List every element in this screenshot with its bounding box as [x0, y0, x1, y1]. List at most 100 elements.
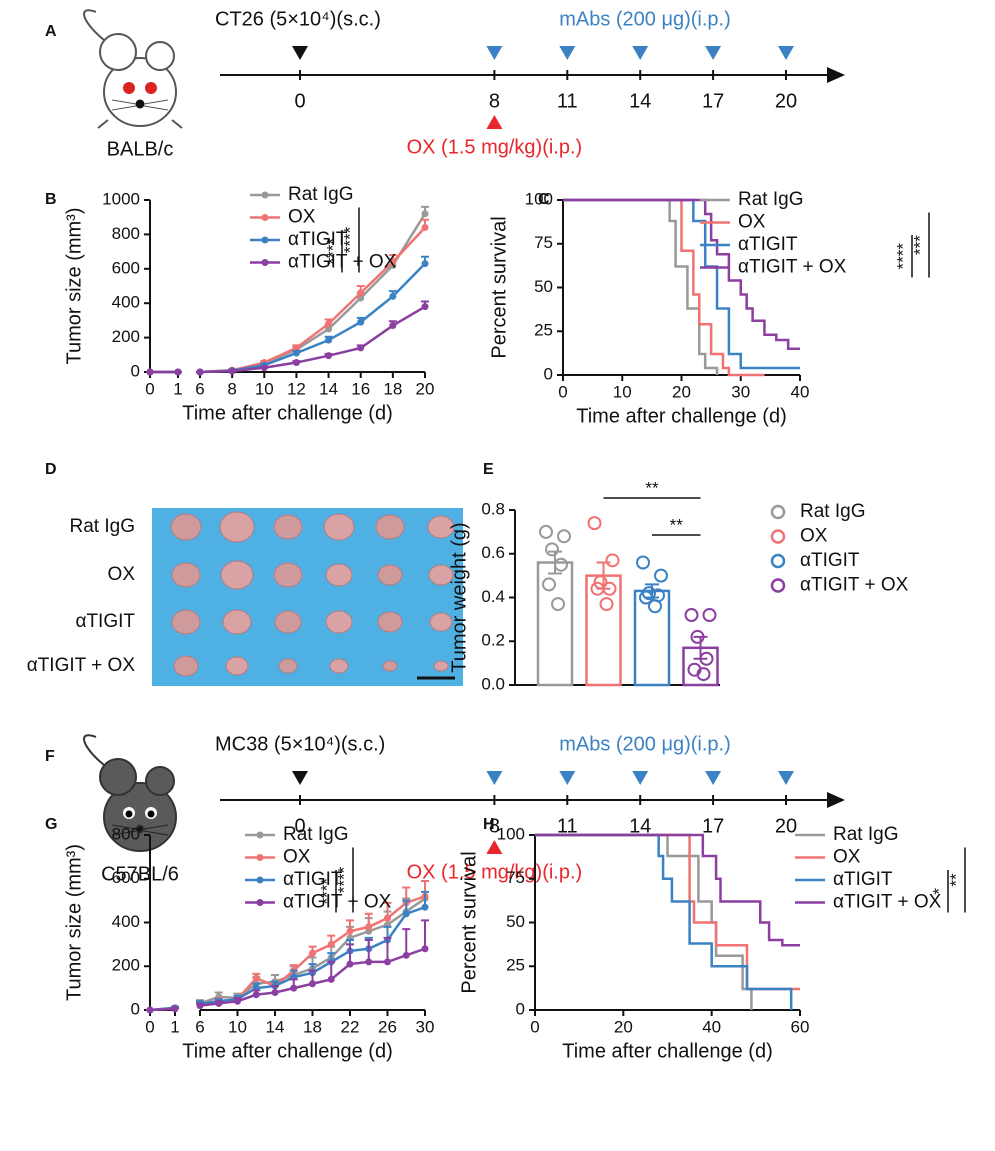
data-point: [325, 325, 333, 333]
tumor: [273, 514, 303, 540]
data-point: [593, 575, 608, 590]
day-label: 0: [294, 815, 305, 837]
x-tick-label: 30: [416, 1017, 435, 1036]
panel-label: B: [45, 191, 57, 208]
error-bar: [421, 919, 429, 949]
photo-row-label: Rat IgG: [70, 516, 135, 537]
data-point: [421, 210, 429, 218]
survival-curve: [563, 198, 800, 350]
significance-label: *: [929, 888, 948, 895]
y-tick-label: 0.6: [481, 543, 505, 562]
legend-label: OX: [288, 207, 316, 228]
data-point: [325, 320, 333, 328]
mabs-injection: [486, 771, 503, 785]
mouse-icon-black: [83, 734, 177, 852]
x-axis-title: Time after challenge (d): [182, 1040, 392, 1062]
legend-label: αTIGIT + OX: [738, 257, 847, 278]
mabs-injection: [705, 771, 722, 785]
tumor: [377, 564, 403, 586]
legend-label: Rat IgG: [800, 501, 865, 522]
tumor: [323, 513, 355, 541]
data-point: [636, 555, 650, 570]
data-point: [290, 984, 298, 992]
tumor-injection: [292, 771, 308, 785]
x-tick-label: 60: [791, 1017, 810, 1036]
x-axis-title: Time after challenge (d): [182, 402, 392, 424]
data-point: [215, 999, 223, 1007]
legend-marker: [770, 529, 786, 544]
y-tick-label: 75: [506, 868, 525, 887]
survival-curve: [563, 198, 719, 375]
x-tick-label: 20: [416, 379, 435, 398]
day-label: 8: [489, 815, 500, 837]
y-tick-label: 800: [112, 824, 140, 843]
data-point: [421, 945, 429, 953]
day-label: 0: [294, 90, 305, 112]
y-tick-label: 0: [131, 361, 140, 380]
y-axis-title: Percent survival: [488, 216, 510, 358]
y-tick-label: 50: [534, 277, 553, 296]
x-tick-label: 40: [791, 382, 810, 401]
panel-label: E: [483, 461, 494, 478]
legend-label: αTIGIT + OX: [283, 892, 392, 913]
data-point: [171, 1005, 179, 1013]
panel-label: F: [45, 748, 55, 765]
data-point: [196, 1002, 204, 1010]
data-point: [271, 989, 279, 996]
tumor-injection: [292, 46, 308, 60]
legend-label: OX: [833, 847, 861, 868]
day-label: 11: [557, 90, 578, 112]
data-point: [696, 667, 711, 682]
x-tick-label: 8: [227, 379, 236, 398]
y-tick-label: 100: [497, 824, 525, 843]
legend-dot: [261, 191, 269, 199]
data-point: [699, 651, 714, 666]
mabs-injection: [778, 46, 794, 60]
legend-dot: [256, 876, 264, 884]
data-point: [146, 1006, 154, 1014]
tumor: [427, 515, 455, 539]
legend-label: OX: [800, 526, 828, 547]
legend-label: Rat IgG: [283, 824, 348, 845]
legend-label: αTIGIT: [800, 550, 860, 571]
survival-curve: [563, 198, 765, 377]
bar: [585, 574, 622, 687]
x-tick-label: 10: [613, 382, 632, 401]
day-label: 8: [489, 90, 500, 112]
x-tick-label: 12: [287, 379, 306, 398]
day-label: 14: [629, 815, 651, 837]
data-point: [690, 629, 705, 644]
data-point: [327, 975, 335, 983]
y-axis-title: Tumor size (mm³): [63, 844, 85, 1001]
day-label: 17: [702, 815, 724, 837]
y-tick-label: 800: [112, 224, 140, 243]
y-tick-label: 0.4: [481, 587, 505, 606]
x-tick-label: 1: [170, 1017, 179, 1036]
data-point: [252, 991, 260, 999]
tumor: [429, 612, 453, 632]
y-tick-label: 200: [112, 327, 140, 346]
x-tick-label: 26: [378, 1017, 397, 1036]
photo-row-label: αTIGIT: [75, 611, 135, 632]
legend-label: OX: [738, 212, 766, 233]
legend-dot: [261, 259, 269, 266]
series-line: [199, 305, 426, 374]
data-point: [327, 940, 335, 948]
data-point: [292, 344, 300, 352]
significance-label: ****: [317, 878, 336, 905]
series-line: [199, 262, 426, 374]
x-tick-label: 20: [672, 382, 691, 401]
legend-dot: [261, 214, 269, 221]
data-point: [545, 542, 559, 557]
y-axis-title: Tumor size (mm³): [63, 207, 85, 364]
data-point: [557, 529, 571, 544]
data-point: [292, 359, 300, 367]
legend-label: Rat IgG: [833, 824, 898, 845]
ox-injection: [486, 115, 503, 129]
tumor: [173, 655, 199, 677]
mabs-injection: [632, 771, 649, 785]
mabs-label: mAbs (200 μg)(i.p.): [559, 8, 731, 30]
x-tick-label: 30: [731, 382, 750, 401]
data-point: [174, 368, 182, 376]
x-tick-label: 14: [319, 379, 338, 398]
